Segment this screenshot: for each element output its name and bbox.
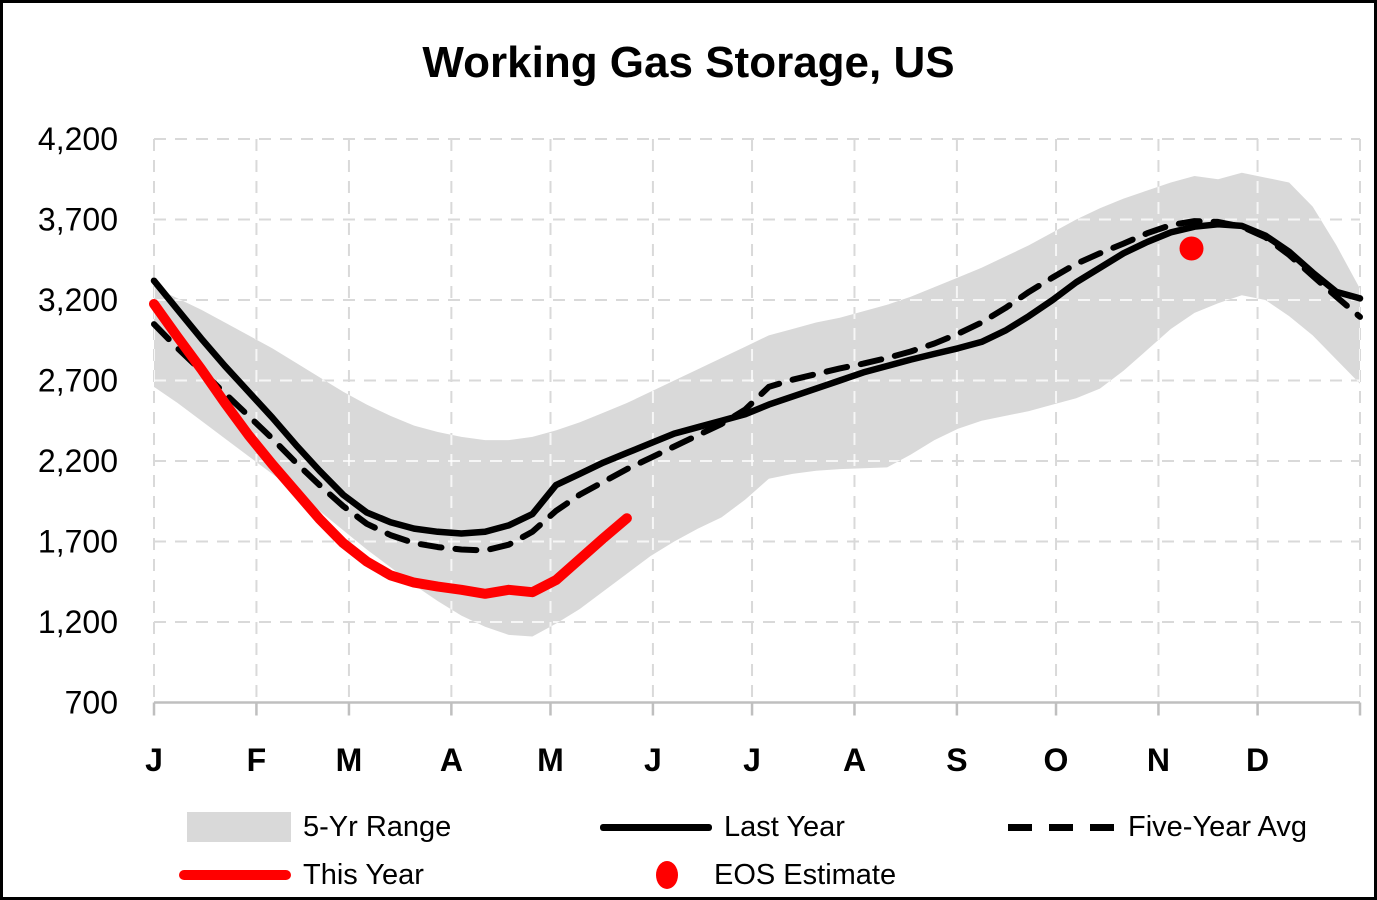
svg-text:A: A (440, 742, 463, 778)
svg-text:J: J (145, 742, 163, 778)
legend-label-5yr-range: 5-Yr Range (303, 810, 452, 843)
svg-text:700: 700 (65, 685, 118, 721)
svg-text:S: S (946, 742, 967, 778)
last-year-line-swatch-icon (600, 823, 712, 831)
svg-text:M: M (336, 742, 363, 778)
svg-text:4,200: 4,200 (38, 121, 118, 157)
legend-label-last-year: Last Year (724, 810, 845, 843)
svg-text:D: D (1246, 742, 1269, 778)
eos-estimate-dot-swatch-icon (656, 861, 678, 889)
svg-text:1,700: 1,700 (38, 524, 118, 560)
legend-item-eos-estimate: EOS Estimate (648, 856, 896, 894)
legend-item-last-year: Last Year (600, 808, 845, 846)
legend-label-this-year: This Year (303, 858, 424, 891)
svg-text:3,200: 3,200 (38, 282, 118, 318)
svg-text:2,700: 2,700 (38, 363, 118, 399)
legend-item-5yr-range: 5-Yr Range (187, 808, 451, 846)
last-year-line (150, 221, 1364, 537)
legend-label-eos-estimate: EOS Estimate (714, 858, 897, 891)
svg-text:M: M (537, 742, 564, 778)
svg-text:O: O (1044, 742, 1069, 778)
range-swatch-icon (187, 812, 291, 842)
svg-text:3,700: 3,700 (38, 202, 118, 238)
legend-item-this-year: This Year (179, 856, 424, 894)
svg-text:2,200: 2,200 (38, 443, 118, 479)
legend-label-five-year-avg: Five-Year Avg (1128, 810, 1307, 843)
five-yr-range-band (154, 172, 1360, 637)
x-axis (152, 701, 1362, 716)
this-year-line-swatch-icon (179, 870, 291, 880)
chart-title: Working Gas Storage, US (422, 38, 955, 87)
svg-text:J: J (743, 742, 761, 778)
svg-text:A: A (843, 742, 866, 778)
y-axis-labels: 4,200 3,700 3,200 2,700 2,200 1,700 1,200 700 (38, 121, 118, 721)
svg-text:N: N (1147, 742, 1170, 778)
five-year-avg-line (151, 218, 1363, 554)
svg-text:1,200: 1,200 (38, 604, 118, 640)
svg-text:F: F (247, 742, 267, 778)
svg-text:J: J (644, 742, 662, 778)
five-year-avg-dash-swatch-icon (1008, 823, 1120, 831)
eos-estimate-dot (1179, 236, 1204, 261)
legend-item-five-year-avg: Five-Year Avg (1008, 808, 1307, 846)
this-year-line (149, 299, 632, 599)
